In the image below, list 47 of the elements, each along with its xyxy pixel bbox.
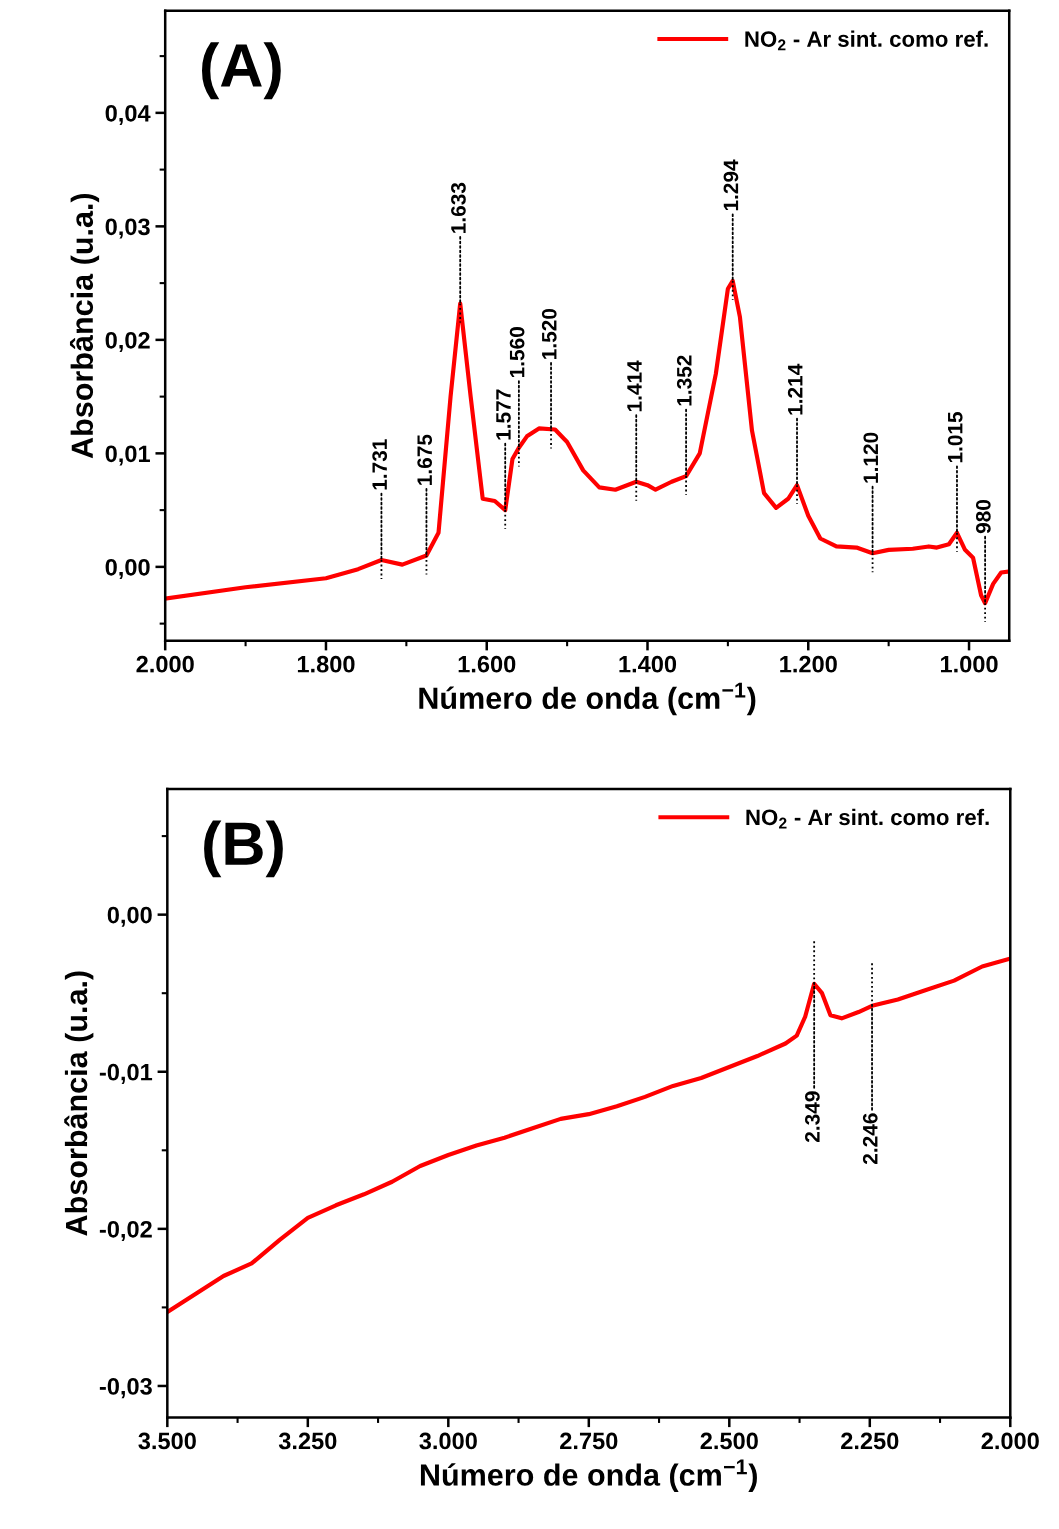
y-tick-label: 0,02 (105, 331, 150, 353)
x-tick-label: 1.000 (940, 655, 998, 673)
x-tick-label: 2.250 (841, 1432, 899, 1450)
y-tick-label: -0,03 (99, 1378, 152, 1399)
x-tick-label: 2.000 (136, 655, 194, 673)
annotation: (B) (204, 820, 283, 878)
annotation: 980 (975, 499, 991, 534)
x-tick-label: 1.600 (458, 655, 516, 673)
x-tick-label: 1.800 (297, 655, 355, 673)
annotation: 1.214 (787, 363, 803, 415)
y-tick-label: 0,03 (105, 218, 150, 239)
x-axis-title: Número de onda (cm$^{−1}$) (419, 682, 756, 716)
x-tick-label: 3.500 (138, 1432, 196, 1450)
x-axis-title: Número de onda (cm$^{−1}$) (420, 1459, 757, 1492)
annotation: 1.633 (451, 182, 466, 233)
y-tick-label: 0,01 (105, 445, 150, 466)
x-tick-label: 3.250 (278, 1432, 337, 1450)
line-series (165, 278, 1010, 606)
x-tick-label: 2.750 (560, 1432, 618, 1450)
annotation: 1.120 (863, 432, 879, 483)
y-axis-title: Absorbância (u.a.) (69, 193, 100, 459)
x-tick-label: 1.400 (619, 655, 677, 673)
y-tick-label: -0,01 (99, 1063, 153, 1084)
x-tick-label: 3.000 (419, 1432, 477, 1450)
annotation: 1.675 (417, 434, 433, 485)
annotation: 1.577 (496, 389, 511, 440)
y-tick-label: 0,00 (107, 906, 152, 927)
y-tick-label: 0,00 (105, 558, 150, 580)
line-series (167, 956, 1011, 1315)
annotation: (A) (202, 42, 281, 100)
x-tick-label: 2.000 (981, 1432, 1039, 1450)
annotation: 1.015 (947, 411, 963, 463)
annotation: 1.294 (723, 159, 739, 211)
annotation: 2.349 (805, 1091, 820, 1143)
x-tick-label: 1.200 (780, 655, 837, 673)
annotation: 1.731 (372, 439, 388, 490)
legend-label: NO$_{2}$ - Ar sint. como ref. (745, 30, 988, 51)
y-tick-label: -0,02 (99, 1220, 152, 1242)
y-axis-title: Absorbância (u.a.) (64, 971, 94, 1236)
y-tick-label: 0,04 (105, 104, 151, 126)
annotation: 1.560 (509, 327, 525, 378)
annotation: 1.414 (627, 360, 642, 412)
annotation: 1.520 (541, 308, 557, 359)
annotation: 1.352 (676, 355, 692, 406)
legend-label: NO$_{2}$ - Ar sint. como ref. (746, 808, 989, 829)
annotation: 2.246 (862, 1113, 878, 1165)
x-tick-label: 2.500 (700, 1432, 758, 1450)
